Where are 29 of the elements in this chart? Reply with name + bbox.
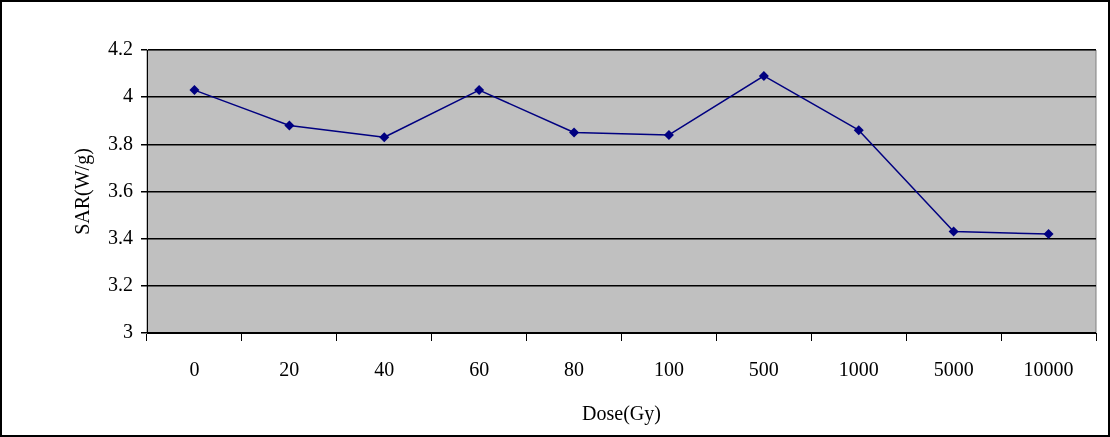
y-tick-label: 4 bbox=[123, 84, 133, 107]
point bbox=[948, 226, 959, 237]
x-axis-title: Dose(Gy) bbox=[582, 402, 661, 426]
x-tick-label: 5000 bbox=[933, 358, 974, 381]
point bbox=[663, 129, 674, 140]
x-tick-label: 10000 bbox=[1023, 358, 1074, 381]
x-tick-label: 0 bbox=[189, 358, 200, 381]
x-tick-label: 1000 bbox=[838, 358, 879, 381]
x-tick-label: 60 bbox=[469, 358, 490, 381]
point bbox=[853, 125, 864, 136]
point bbox=[189, 85, 200, 96]
x-tick-label: 500 bbox=[748, 358, 779, 381]
point bbox=[1043, 228, 1054, 239]
point bbox=[569, 127, 580, 138]
point bbox=[758, 70, 769, 81]
y-axis-title: SAR(W/g) bbox=[71, 148, 95, 235]
x-tick-label: 40 bbox=[374, 358, 395, 381]
x-tick-label: 80 bbox=[564, 358, 585, 381]
y-tick-label: 3 bbox=[123, 320, 133, 343]
point bbox=[379, 132, 390, 143]
point bbox=[474, 85, 485, 96]
y-tick-label: 4.2 bbox=[108, 37, 133, 60]
x-tick-label: 20 bbox=[279, 358, 300, 381]
y-tick-label: 3.4 bbox=[108, 225, 133, 248]
y-tick-label: 3.2 bbox=[108, 273, 133, 296]
y-tick-label: 3.8 bbox=[108, 131, 133, 154]
y-tick-label: 3.6 bbox=[108, 178, 133, 201]
point bbox=[284, 120, 295, 131]
x-tick-label: 100 bbox=[653, 358, 684, 381]
